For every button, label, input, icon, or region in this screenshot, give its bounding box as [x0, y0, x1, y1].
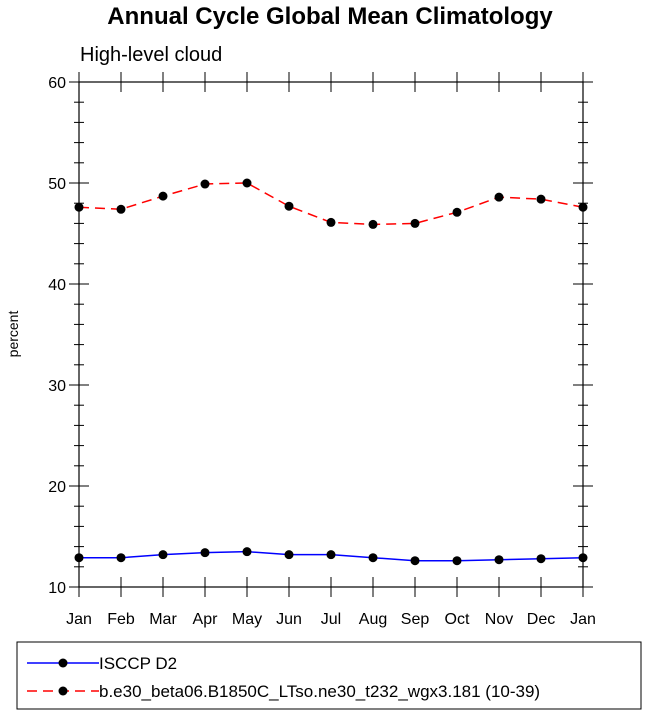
legend-box: [16, 641, 642, 710]
data-point: [410, 218, 420, 228]
x-tick-label: Nov: [485, 611, 513, 628]
y-tick-label: 60: [48, 75, 66, 92]
axis-ticks: [69, 72, 593, 597]
data-point: [326, 550, 336, 560]
chart-subtitle: High-level cloud: [80, 44, 222, 66]
legend-marker-2: [58, 686, 68, 696]
y-tick-label: 50: [48, 176, 66, 193]
x-tick-label: Oct: [445, 611, 470, 628]
data-point: [452, 556, 462, 566]
x-tick-label: Jul: [321, 611, 341, 628]
plot-frame: [78, 81, 584, 588]
data-point: [368, 219, 378, 229]
data-point: [200, 179, 210, 189]
data-point: [536, 554, 546, 564]
data-point: [74, 553, 84, 563]
x-tick-label: Jan: [66, 611, 92, 628]
x-tick-label: Sep: [401, 611, 430, 628]
chart-title: Annual Cycle Global Mean Climatology: [107, 3, 553, 30]
x-tick-label: Mar: [149, 611, 177, 628]
data-point: [200, 548, 210, 558]
data-point: [494, 555, 504, 565]
y-tick-label: 20: [48, 479, 66, 496]
legend-marker-1: [58, 658, 68, 668]
y-axis-label: percent: [5, 311, 21, 358]
x-tick-label: Jun: [276, 611, 302, 628]
y-tick-label: 30: [48, 378, 66, 395]
data-point: [242, 547, 252, 557]
data-point: [284, 201, 294, 211]
legend-label-1: ISCCP D2: [99, 654, 177, 673]
y-tick-labels: 10 20 30 40 50 60: [48, 75, 66, 597]
data-point: [578, 202, 588, 212]
legend-label-2: b.e30_beta06.B1850C_LTso.ne30_t232_wgx3.…: [99, 682, 540, 701]
data-point: [452, 207, 462, 217]
data-point: [536, 194, 546, 204]
legend: ISCCP D2 b.e30_beta06.B1850C_LTso.ne30_t2…: [27, 654, 540, 701]
y-tick-label: 40: [48, 277, 66, 294]
data-point: [116, 204, 126, 214]
data-point: [494, 192, 504, 202]
data-point: [158, 191, 168, 201]
data-point: [578, 553, 588, 563]
x-tick-labels: Jan Feb Mar Apr May Jun Jul Aug Sep Oct Nov Dec Jan: [66, 611, 596, 628]
x-tick-label: Aug: [359, 611, 387, 628]
data-point: [368, 553, 378, 563]
data-point: [116, 553, 126, 563]
data-point: [326, 217, 336, 227]
data-point: [158, 550, 168, 560]
series-lines: [78, 182, 584, 562]
data-point: [410, 556, 420, 566]
x-tick-label: Dec: [527, 611, 555, 628]
data-point: [242, 178, 252, 188]
y-tick-label: 10: [48, 580, 66, 597]
x-tick-label: Feb: [107, 611, 135, 628]
x-tick-label: May: [232, 611, 262, 628]
data-point: [284, 550, 294, 560]
x-tick-label: Jan: [570, 611, 596, 628]
x-tick-label: Apr: [193, 611, 219, 628]
data-point: [74, 202, 84, 212]
series-markers: [74, 178, 588, 566]
